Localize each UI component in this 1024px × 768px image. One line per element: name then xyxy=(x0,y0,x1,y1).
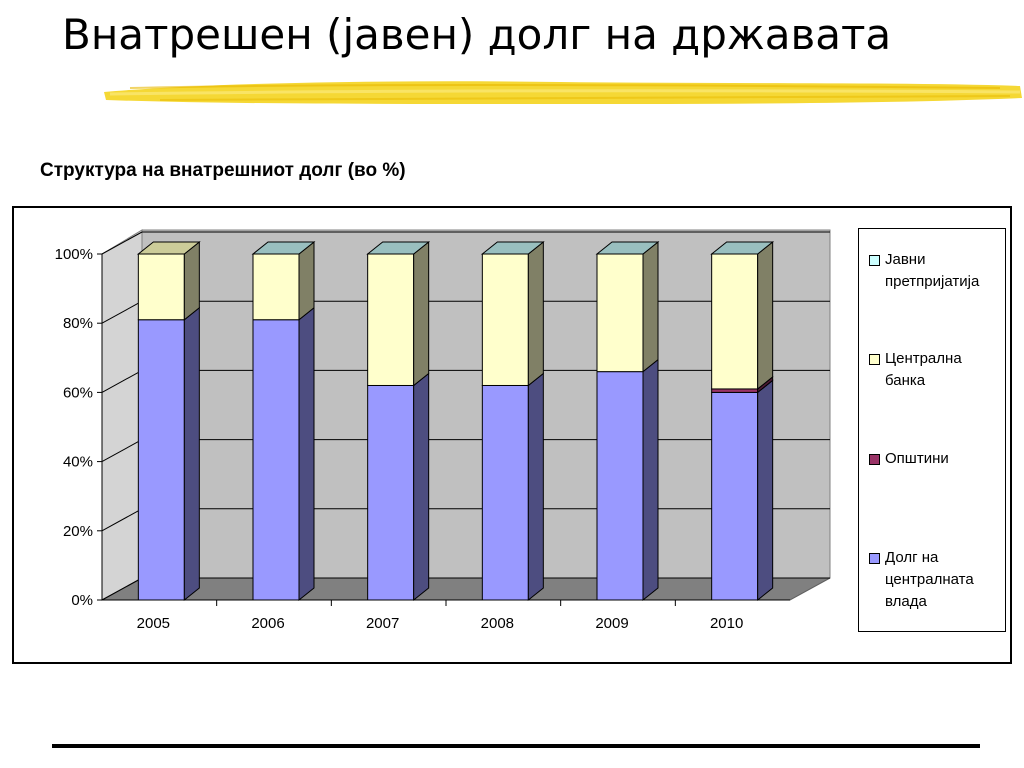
x-tick-label: 2006 xyxy=(251,615,284,632)
gridline-side xyxy=(101,369,143,393)
y-tick-label: 40% xyxy=(63,454,93,471)
bar-segment xyxy=(711,388,759,393)
legend-item-municipalities: Општини xyxy=(869,448,1003,470)
bottom-rule xyxy=(52,744,980,748)
x-tick-label: 2005 xyxy=(137,615,170,632)
legend-swatch xyxy=(869,454,880,465)
bar-segment xyxy=(367,384,415,601)
gridline-side xyxy=(101,439,143,463)
x-tick-label: 2008 xyxy=(481,615,514,632)
bar-segment-side xyxy=(642,240,659,373)
gridline-side xyxy=(101,300,143,324)
y-tick-label: 100% xyxy=(55,246,93,263)
bar-segment xyxy=(367,253,415,386)
legend-label: Општини xyxy=(885,450,949,467)
bar-top xyxy=(480,241,545,255)
bar-segment xyxy=(711,391,759,601)
chart-legend: Јавни претпријатија Централна банка Општ… xyxy=(858,228,1006,632)
bar-segment-side xyxy=(642,358,659,602)
bar-segment xyxy=(137,319,185,601)
bar-segment-side xyxy=(413,372,430,602)
bar-segment xyxy=(481,253,529,386)
bar-top xyxy=(710,241,775,255)
chart-title: Структура на внатрешниот долг (во %) xyxy=(40,160,406,181)
bar-segment xyxy=(137,253,185,321)
bar-top xyxy=(595,241,660,255)
bar-segment xyxy=(596,371,644,601)
x-tick-label: 2010 xyxy=(710,615,743,632)
legend-swatch xyxy=(869,354,880,365)
bar-segment-side xyxy=(757,240,774,390)
x-tick-label: 2007 xyxy=(366,615,399,632)
bar-segment-side xyxy=(527,372,544,602)
legend-item-central-bank: Централна банка xyxy=(869,348,1003,392)
bar-segment-side xyxy=(413,240,430,387)
bar-top xyxy=(136,241,201,255)
y-tick-label: 20% xyxy=(63,523,93,540)
bar-segment-side xyxy=(298,240,315,321)
bar-segment xyxy=(481,384,529,601)
legend-item-central-government: Долг на централната влада xyxy=(869,547,1003,613)
bar-segment-side xyxy=(183,240,200,321)
y-tick-label: 80% xyxy=(63,315,93,332)
gridline-side xyxy=(101,508,143,532)
y-tick-label: 0% xyxy=(71,592,93,609)
legend-swatch xyxy=(869,255,880,266)
slide-title: Внатрешен (јавен) долг на државата xyxy=(62,10,892,59)
legend-label: Централна банка xyxy=(885,350,962,389)
gridline-side xyxy=(101,577,143,601)
legend-swatch xyxy=(869,553,880,564)
bar-segment xyxy=(252,253,300,321)
bar-segment-side xyxy=(298,306,315,602)
legend-item-public-enterprises: Јавни претпријатија xyxy=(869,249,1003,293)
bar-top xyxy=(251,241,316,255)
bar-segment-side xyxy=(757,379,774,602)
bar-segment xyxy=(596,253,644,373)
highlighter-stroke xyxy=(104,81,1022,104)
legend-label: Јавни претпријатија xyxy=(885,251,980,290)
bar-segment-side xyxy=(527,240,544,387)
side-wall xyxy=(101,229,143,601)
x-tick-label: 2009 xyxy=(595,615,628,632)
legend-label: Долг на централната влада xyxy=(885,549,974,610)
bar-segment xyxy=(711,253,759,390)
bar-top xyxy=(366,241,431,255)
chart-plot: 0% 20% 40% 60% 80% 100% 2005 2006 2007 2008 2009 20… xyxy=(55,229,831,632)
bar-segment-side xyxy=(183,306,200,602)
bar-segment xyxy=(252,319,300,601)
gridline-side xyxy=(101,231,143,255)
y-tick-label: 60% xyxy=(63,384,93,401)
